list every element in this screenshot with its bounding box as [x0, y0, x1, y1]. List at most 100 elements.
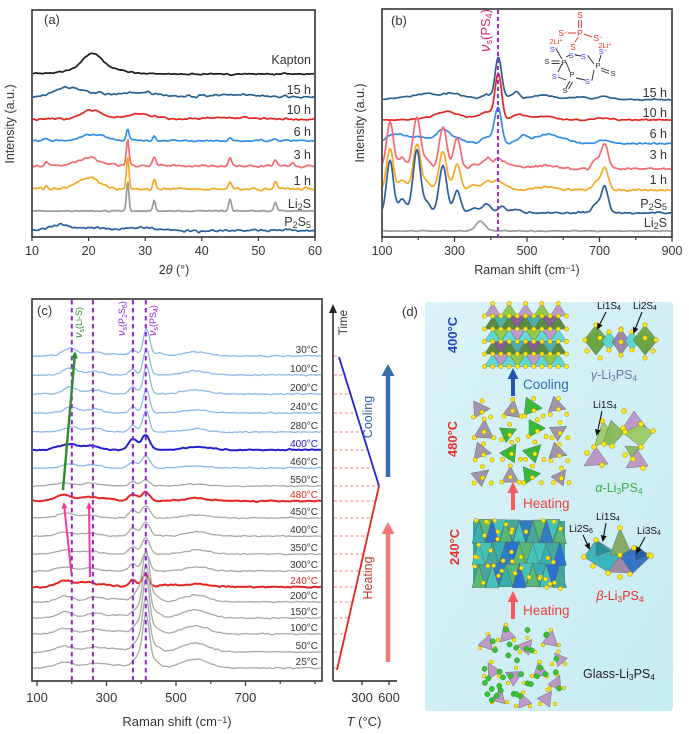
svg-text:S: S	[570, 42, 576, 52]
svg-text:S−: S−	[558, 28, 568, 38]
svg-text:300: 300	[444, 244, 465, 258]
svg-text:T (°C): T (°C)	[347, 714, 382, 729]
svg-text:Li3S4: Li3S4	[637, 526, 661, 537]
svg-text:500: 500	[165, 690, 187, 705]
svg-text:30°C: 30°C	[296, 345, 318, 356]
svg-text:300: 300	[96, 690, 118, 705]
svg-text:S: S	[577, 10, 583, 20]
svg-text:50°C: 50°C	[296, 641, 318, 652]
svg-text:Time: Time	[338, 310, 350, 335]
svg-text:P2S5: P2S5	[640, 197, 667, 212]
svg-text:480°C: 480°C	[445, 420, 460, 457]
svg-text:20: 20	[82, 244, 96, 258]
svg-text:Heating: Heating	[523, 603, 570, 618]
svg-text:Raman shift (cm−1): Raman shift (cm−1)	[122, 714, 231, 729]
svg-text:β-Li3PS4: β-Li3PS4	[595, 589, 643, 604]
svg-text:300°C: 300°C	[290, 560, 318, 571]
svg-text:60: 60	[308, 244, 322, 258]
svg-text:400°C: 400°C	[445, 316, 460, 353]
svg-text:Cooling: Cooling	[361, 396, 375, 438]
svg-text:460°C: 460°C	[290, 457, 318, 468]
svg-text:2Li+: 2Li+	[598, 41, 611, 50]
svg-text:Li2S: Li2S	[644, 216, 667, 231]
svg-text:P: P	[577, 28, 583, 38]
svg-text:600: 600	[378, 690, 400, 705]
svg-text:Glass-Li3PS4: Glass-Li3PS4	[583, 667, 655, 682]
svg-text:100: 100	[372, 244, 393, 258]
svg-text:3 h: 3 h	[650, 148, 667, 162]
svg-text:400°C: 400°C	[290, 525, 318, 536]
svg-text:240°C: 240°C	[447, 528, 462, 565]
svg-text:νs(Li-S): νs(Li-S)	[73, 307, 86, 338]
svg-text:15 h: 15 h	[643, 86, 667, 100]
svg-text:450°C: 450°C	[290, 507, 318, 518]
svg-text:P: P	[569, 70, 574, 79]
svg-text:50: 50	[251, 244, 265, 258]
svg-text:S: S	[562, 86, 567, 95]
svg-text:(c): (c)	[37, 303, 52, 318]
svg-text:Li1S4: Li1S4	[596, 512, 620, 523]
svg-text:280°C: 280°C	[290, 421, 318, 432]
svg-text:100: 100	[26, 690, 48, 705]
svg-text:25°C: 25°C	[296, 657, 318, 668]
svg-text:6 h: 6 h	[294, 125, 311, 139]
svg-text:Kapton: Kapton	[271, 53, 311, 67]
svg-text:S−: S−	[550, 45, 559, 54]
svg-text:3 h: 3 h	[294, 148, 311, 162]
svg-text:S−: S−	[569, 51, 578, 60]
svg-text:10: 10	[25, 244, 39, 258]
svg-text:15 h: 15 h	[287, 83, 311, 97]
svg-text:240°C: 240°C	[290, 402, 318, 413]
svg-text:S−: S−	[593, 33, 603, 43]
svg-text:200°C: 200°C	[290, 591, 318, 602]
svg-text:P: P	[595, 61, 600, 70]
svg-text:900: 900	[662, 244, 683, 258]
svg-text:P2S5: P2S5	[284, 215, 311, 230]
svg-text:Heating: Heating	[361, 556, 375, 599]
svg-text:1 h: 1 h	[294, 174, 311, 188]
svg-text:νs(P2S6): νs(P2S6)	[116, 301, 129, 336]
svg-text:700: 700	[589, 244, 610, 258]
svg-text:Intensity (a.u.): Intensity (a.u.)	[353, 83, 367, 162]
svg-text:Li2S6: Li2S6	[569, 524, 593, 535]
svg-text:P: P	[561, 58, 566, 67]
svg-text:300: 300	[351, 690, 373, 705]
svg-text:Heating: Heating	[523, 496, 570, 511]
svg-text:10 h: 10 h	[287, 103, 311, 117]
svg-text:S−: S−	[585, 77, 594, 86]
svg-text:100°C: 100°C	[290, 623, 318, 634]
svg-text:(a): (a)	[44, 12, 60, 27]
svg-text:Intensity (a.u.): Intensity (a.u.)	[3, 84, 17, 163]
svg-text:350°C: 350°C	[290, 543, 318, 554]
svg-text:2Li+: 2Li+	[549, 37, 562, 46]
svg-text:(b): (b)	[391, 13, 407, 28]
svg-text:S: S	[610, 69, 615, 78]
svg-text:Cooling: Cooling	[523, 377, 569, 392]
svg-text:S: S	[544, 57, 549, 66]
svg-text:240°C: 240°C	[290, 576, 318, 587]
svg-text:480°C: 480°C	[290, 490, 318, 501]
svg-text:550°C: 550°C	[290, 475, 318, 486]
svg-text:(d): (d)	[402, 304, 418, 319]
svg-text:Raman shift (cm−1): Raman shift (cm−1)	[474, 263, 579, 277]
svg-text:Li1S4: Li1S4	[593, 400, 617, 411]
svg-text:500: 500	[517, 244, 538, 258]
svg-text:Li1S4: Li1S4	[597, 301, 621, 312]
svg-text:γ-Li3PS4: γ-Li3PS4	[591, 368, 638, 383]
svg-text:Li2S: Li2S	[288, 197, 311, 212]
svg-text:700: 700	[235, 690, 257, 705]
svg-text:6 h: 6 h	[650, 127, 667, 141]
svg-text:α-Li3PS4: α-Li3PS4	[595, 481, 642, 496]
svg-text:150°C: 150°C	[290, 607, 318, 618]
svg-text:S−: S−	[599, 47, 608, 56]
svg-text:10 h: 10 h	[643, 106, 667, 120]
svg-text:100°C: 100°C	[290, 364, 318, 375]
svg-text:S−: S−	[552, 72, 561, 81]
svg-text:1 h: 1 h	[650, 173, 667, 187]
svg-text:40: 40	[195, 244, 209, 258]
svg-text:S−: S−	[581, 52, 590, 61]
svg-text:30: 30	[138, 244, 152, 258]
svg-text:400°C: 400°C	[290, 439, 318, 450]
svg-text:200°C: 200°C	[290, 383, 318, 394]
svg-text:Li2S4: Li2S4	[633, 301, 657, 312]
